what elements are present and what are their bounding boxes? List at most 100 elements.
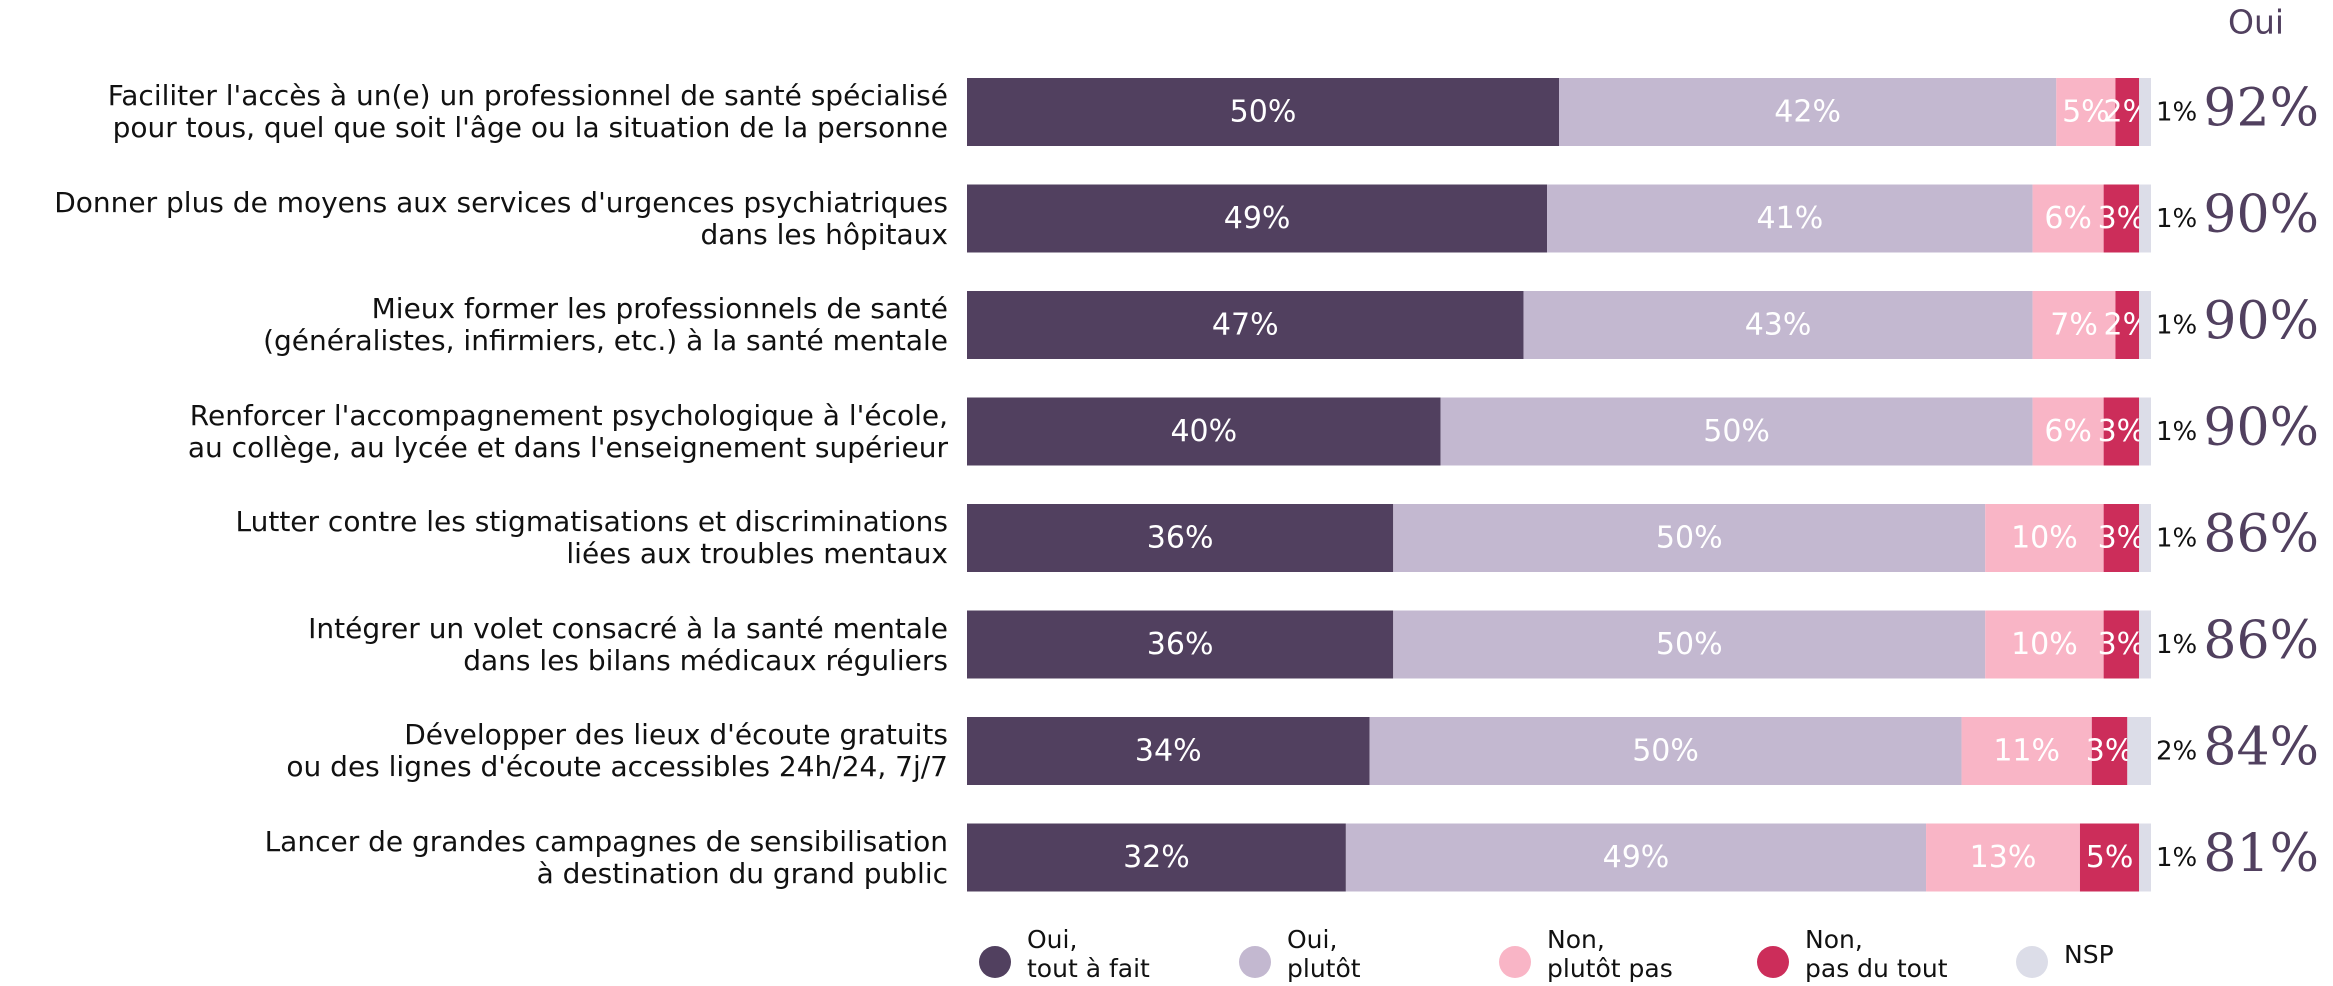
- data-label: 6%: [2044, 414, 2092, 449]
- legend-label: Non, pas du tout: [1805, 925, 1948, 983]
- data-label: 36%: [1147, 627, 1214, 662]
- bar-segment: [1440, 397, 2033, 466]
- bar-segment: [967, 78, 1559, 146]
- bar-segment: [2032, 397, 2104, 466]
- data-label: 3%: [2098, 414, 2146, 449]
- data-label: 42%: [1774, 95, 1841, 130]
- total-label: 81%: [2203, 824, 2319, 884]
- legend-label: Oui, plutôt: [1287, 925, 1361, 983]
- data-label: 13%: [1970, 840, 2037, 875]
- bar-segment: [2032, 184, 2104, 253]
- data-label: 36%: [1147, 521, 1214, 556]
- bar-segment: [967, 823, 1346, 892]
- category-label: Donner plus de moyens aux services d'urg…: [54, 185, 948, 251]
- total-label: 92%: [2203, 79, 2319, 139]
- category-label: Mieux former les professionnels de santé…: [263, 292, 948, 357]
- bar-segment: [1961, 717, 2092, 785]
- total-label: 90%: [2203, 398, 2319, 458]
- bar-segment: [2032, 291, 2116, 359]
- bar-segment: [1985, 610, 2104, 679]
- data-label: 40%: [1170, 414, 1237, 449]
- data-label: 1%: [2156, 98, 2197, 128]
- category-label: Développer des lieux d'écoute gratuits o…: [286, 718, 948, 783]
- data-label: 1%: [2156, 311, 2197, 341]
- data-label: 5%: [2086, 840, 2134, 875]
- bar-segment: [967, 504, 1394, 572]
- category-label: Lancer de grandes campagnes de sensibili…: [264, 824, 948, 890]
- data-label: 11%: [1993, 734, 2060, 769]
- data-label: 49%: [1224, 201, 1291, 236]
- data-label: 10%: [2011, 627, 2078, 662]
- total-label: 90%: [2203, 292, 2319, 352]
- bar-segment: [2103, 610, 2140, 679]
- data-label: 34%: [1135, 734, 1202, 769]
- bar-segment: [2091, 717, 2128, 785]
- legend-marker: [1757, 946, 1789, 978]
- data-label: 3%: [2086, 734, 2134, 769]
- legend-marker: [1499, 946, 1531, 978]
- bar-segment: [2115, 291, 2140, 359]
- bar-segment: [1369, 717, 1962, 785]
- bar-segment: [1393, 610, 1986, 679]
- bar-segment: [1559, 78, 2057, 146]
- bar-segment: [1547, 184, 2033, 253]
- data-label: 3%: [2098, 521, 2146, 556]
- legend-label: Oui, tout à fait: [1027, 925, 1150, 983]
- bar-segment: [1926, 823, 2080, 892]
- category-label: Lutter contre les stigmatisations et dis…: [235, 505, 948, 570]
- category-label: Intégrer un volet consacré à la santé me…: [308, 611, 948, 677]
- bar-segment: [2103, 504, 2140, 572]
- total-label: 84%: [2203, 718, 2319, 778]
- legend-marker: [2016, 946, 2048, 978]
- bar-segment: [2056, 78, 2116, 146]
- legend-marker: [1239, 946, 1271, 978]
- data-label: 32%: [1123, 840, 1190, 875]
- category-label: Renforcer l'accompagnement psychologique…: [187, 398, 948, 464]
- data-label: 5%: [2062, 95, 2110, 130]
- data-label: 50%: [1656, 521, 1723, 556]
- data-label: 1%: [2156, 630, 2197, 660]
- data-label: 41%: [1757, 201, 1824, 236]
- legend-marker: [979, 946, 1011, 978]
- bar-segment: [967, 184, 1548, 253]
- total-label: 86%: [2203, 505, 2319, 565]
- data-label: 1%: [2156, 843, 2197, 873]
- totals-header: Oui: [2228, 3, 2284, 42]
- bar-segment: [2139, 610, 2151, 679]
- data-label: 6%: [2044, 201, 2092, 236]
- data-label: 50%: [1230, 95, 1297, 130]
- data-label: 1%: [2156, 417, 2197, 447]
- data-label: 1%: [2156, 204, 2197, 234]
- bar-segment: [2139, 504, 2151, 572]
- bar-segment: [2139, 291, 2151, 359]
- bar-segment: [967, 717, 1370, 785]
- bar-segment: [2127, 717, 2151, 785]
- data-label: 50%: [1656, 627, 1723, 662]
- bar-segment: [2139, 823, 2151, 892]
- bar-segment: [2139, 78, 2151, 146]
- bar-segment: [2079, 823, 2140, 892]
- data-label: 2%: [2156, 737, 2197, 767]
- data-label: 3%: [2098, 627, 2146, 662]
- bar-segment: [967, 397, 1441, 466]
- bar-segment: [2139, 397, 2151, 466]
- bar-segment: [1523, 291, 2033, 359]
- legend-label: NSP: [2064, 940, 2114, 969]
- data-label: 49%: [1603, 840, 1670, 875]
- bar-segment: [2139, 184, 2151, 253]
- data-label: 10%: [2011, 521, 2078, 556]
- bar-segment: [967, 291, 1524, 359]
- total-label: 90%: [2203, 185, 2319, 245]
- data-label: 43%: [1745, 308, 1812, 343]
- category-label: Faciliter l'accès à un(e) un professionn…: [107, 79, 948, 144]
- data-label: 50%: [1703, 414, 1770, 449]
- bar-segment: [1345, 823, 1927, 892]
- total-label: 86%: [2203, 611, 2319, 671]
- legend-label: Non, plutôt pas: [1547, 925, 1673, 983]
- bar-segment: [1393, 504, 1986, 572]
- bar-segment: [2103, 184, 2140, 253]
- data-label: 3%: [2098, 201, 2146, 236]
- bar-segment: [2115, 78, 2140, 146]
- bar-segment: [2103, 397, 2140, 466]
